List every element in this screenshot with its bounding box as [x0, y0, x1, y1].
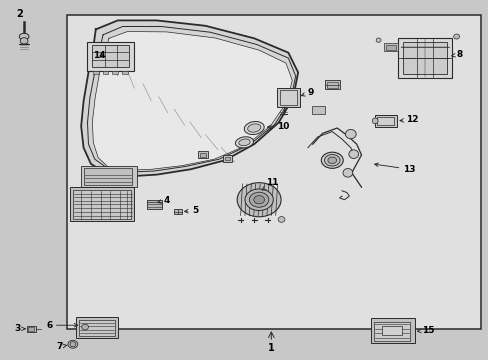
Text: 15: 15	[417, 326, 434, 335]
Ellipse shape	[348, 150, 358, 158]
FancyBboxPatch shape	[87, 41, 133, 71]
FancyBboxPatch shape	[373, 321, 409, 341]
FancyBboxPatch shape	[28, 327, 34, 330]
Ellipse shape	[249, 192, 268, 207]
Ellipse shape	[278, 217, 285, 222]
FancyBboxPatch shape	[200, 153, 205, 157]
FancyBboxPatch shape	[326, 82, 337, 88]
Text: 3: 3	[14, 324, 25, 333]
FancyBboxPatch shape	[223, 155, 231, 162]
FancyBboxPatch shape	[397, 39, 451, 78]
FancyBboxPatch shape	[312, 107, 325, 114]
FancyBboxPatch shape	[224, 157, 229, 160]
Text: 7: 7	[57, 342, 67, 351]
Ellipse shape	[371, 118, 377, 124]
FancyBboxPatch shape	[112, 71, 118, 74]
Text: 8: 8	[451, 50, 462, 59]
Ellipse shape	[342, 168, 352, 177]
PathPatch shape	[92, 32, 292, 170]
Text: 4: 4	[157, 195, 170, 204]
FancyBboxPatch shape	[198, 151, 207, 158]
FancyBboxPatch shape	[374, 115, 396, 127]
FancyBboxPatch shape	[102, 71, 108, 74]
Ellipse shape	[81, 324, 88, 330]
FancyBboxPatch shape	[76, 317, 118, 338]
Ellipse shape	[345, 130, 355, 139]
FancyBboxPatch shape	[70, 187, 134, 221]
FancyBboxPatch shape	[147, 200, 161, 209]
Ellipse shape	[244, 189, 273, 211]
FancyBboxPatch shape	[173, 209, 181, 215]
FancyBboxPatch shape	[279, 90, 297, 105]
Ellipse shape	[235, 137, 253, 148]
FancyBboxPatch shape	[26, 325, 36, 332]
Text: 1: 1	[267, 343, 274, 353]
FancyBboxPatch shape	[402, 42, 446, 74]
Ellipse shape	[70, 342, 76, 347]
Text: 2: 2	[16, 9, 22, 19]
Ellipse shape	[237, 183, 281, 217]
Text: 13: 13	[374, 163, 415, 174]
FancyBboxPatch shape	[83, 168, 132, 185]
Ellipse shape	[321, 152, 343, 168]
FancyBboxPatch shape	[81, 166, 137, 187]
FancyBboxPatch shape	[122, 71, 128, 74]
FancyBboxPatch shape	[73, 190, 131, 220]
Ellipse shape	[375, 38, 380, 42]
FancyBboxPatch shape	[325, 81, 339, 89]
Ellipse shape	[324, 154, 339, 166]
Text: 5: 5	[184, 206, 198, 215]
Ellipse shape	[19, 33, 29, 40]
FancyBboxPatch shape	[66, 15, 480, 329]
Text: 9: 9	[301, 87, 314, 96]
FancyBboxPatch shape	[276, 88, 300, 107]
Text: 10: 10	[267, 122, 288, 131]
Text: 14: 14	[93, 51, 105, 60]
FancyBboxPatch shape	[79, 320, 115, 336]
FancyBboxPatch shape	[92, 45, 128, 67]
Ellipse shape	[247, 124, 260, 132]
Ellipse shape	[238, 139, 250, 146]
Ellipse shape	[68, 340, 78, 348]
PathPatch shape	[81, 21, 298, 176]
Text: 11: 11	[262, 178, 278, 190]
Ellipse shape	[327, 157, 336, 163]
Text: 12: 12	[399, 115, 418, 124]
Ellipse shape	[244, 121, 264, 135]
FancyBboxPatch shape	[385, 45, 395, 50]
Text: 6: 6	[46, 321, 78, 330]
FancyBboxPatch shape	[383, 43, 397, 51]
FancyBboxPatch shape	[93, 71, 99, 74]
Ellipse shape	[20, 38, 28, 44]
Ellipse shape	[253, 195, 264, 204]
FancyBboxPatch shape	[382, 326, 401, 335]
FancyBboxPatch shape	[377, 117, 394, 125]
Ellipse shape	[453, 34, 459, 39]
FancyBboxPatch shape	[370, 318, 414, 343]
